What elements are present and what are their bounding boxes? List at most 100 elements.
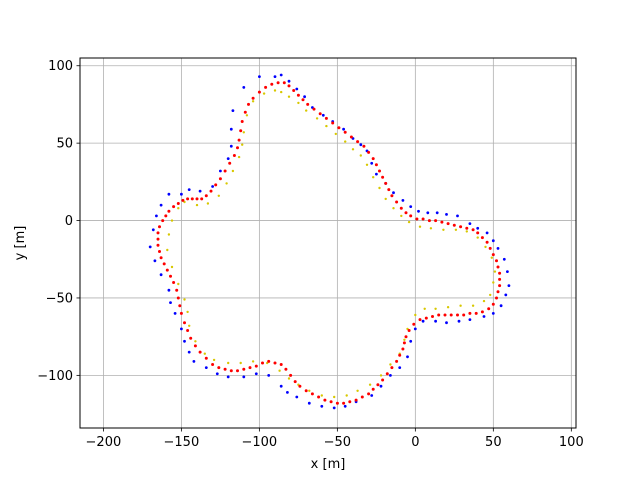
data-point bbox=[429, 227, 433, 230]
data-point bbox=[287, 95, 291, 98]
data-point bbox=[167, 288, 171, 292]
data-point bbox=[471, 228, 475, 232]
data-point bbox=[421, 319, 425, 323]
data-point bbox=[418, 225, 422, 228]
data-point bbox=[418, 318, 422, 322]
data-point bbox=[392, 191, 395, 195]
data-point bbox=[194, 340, 197, 343]
yellow-inner-points bbox=[166, 89, 497, 399]
data-point bbox=[278, 369, 281, 372]
data-point bbox=[170, 219, 174, 222]
data-point bbox=[292, 89, 296, 92]
data-point bbox=[321, 113, 325, 117]
data-point bbox=[165, 268, 169, 272]
data-point bbox=[279, 363, 283, 366]
data-point bbox=[231, 169, 235, 173]
data-point bbox=[360, 395, 364, 399]
y-tick-label: −50 bbox=[46, 291, 73, 306]
data-point bbox=[242, 131, 245, 134]
data-point bbox=[156, 237, 160, 241]
data-point bbox=[262, 92, 266, 95]
data-point bbox=[169, 301, 172, 304]
data-point bbox=[445, 213, 448, 216]
data-point bbox=[239, 361, 242, 365]
data-point bbox=[296, 93, 300, 97]
data-point bbox=[308, 389, 311, 392]
plot-area-background bbox=[80, 58, 576, 428]
data-point bbox=[289, 373, 293, 377]
data-point bbox=[402, 341, 406, 345]
data-point bbox=[424, 316, 428, 320]
data-point bbox=[491, 239, 495, 243]
data-point bbox=[324, 116, 328, 120]
data-point bbox=[365, 163, 369, 166]
data-point bbox=[344, 140, 347, 143]
data-point bbox=[241, 143, 244, 146]
data-point bbox=[204, 194, 208, 198]
data-point bbox=[415, 217, 419, 221]
data-point bbox=[167, 233, 171, 236]
data-point bbox=[435, 211, 439, 215]
data-point bbox=[183, 339, 186, 343]
data-point bbox=[390, 366, 394, 370]
data-point bbox=[218, 177, 222, 181]
data-point bbox=[367, 150, 371, 154]
data-point bbox=[179, 311, 183, 315]
data-point bbox=[485, 240, 489, 244]
data-point bbox=[401, 199, 405, 202]
data-point bbox=[295, 395, 299, 399]
data-point bbox=[317, 395, 321, 399]
x-tick-label: −150 bbox=[164, 435, 200, 450]
x-tick-label: 0 bbox=[411, 435, 419, 450]
data-point bbox=[229, 369, 233, 373]
data-point bbox=[362, 144, 366, 148]
data-point bbox=[468, 318, 472, 321]
data-point bbox=[170, 265, 174, 269]
data-point bbox=[211, 363, 215, 366]
data-point bbox=[417, 209, 420, 213]
x-tick-label: 100 bbox=[559, 435, 584, 450]
data-point bbox=[267, 359, 271, 363]
data-point bbox=[343, 404, 347, 408]
data-point bbox=[204, 366, 208, 369]
data-point bbox=[261, 361, 264, 365]
data-point bbox=[301, 98, 305, 102]
data-point bbox=[449, 313, 453, 317]
data-point bbox=[427, 219, 431, 223]
data-point bbox=[381, 175, 385, 179]
data-point bbox=[167, 192, 171, 196]
data-point bbox=[206, 202, 210, 205]
data-point bbox=[443, 313, 447, 317]
data-point bbox=[434, 319, 437, 323]
data-point bbox=[499, 304, 503, 308]
data-point bbox=[217, 194, 220, 197]
data-point bbox=[342, 401, 346, 405]
data-point bbox=[409, 205, 413, 209]
data-point bbox=[492, 281, 495, 284]
data-point bbox=[236, 369, 239, 373]
data-point bbox=[286, 391, 289, 394]
data-point bbox=[195, 203, 199, 207]
data-point bbox=[159, 273, 163, 277]
data-point bbox=[480, 236, 484, 240]
y-tick-label: 0 bbox=[65, 214, 73, 229]
data-point bbox=[148, 245, 152, 249]
x-tick-label: 50 bbox=[485, 435, 502, 450]
data-point bbox=[279, 384, 283, 388]
data-point bbox=[242, 375, 246, 379]
data-point bbox=[242, 367, 246, 371]
data-point bbox=[298, 384, 302, 388]
data-point bbox=[376, 383, 380, 387]
data-point bbox=[186, 197, 190, 201]
data-point bbox=[392, 207, 395, 210]
data-point bbox=[367, 392, 371, 396]
data-point bbox=[385, 372, 389, 376]
data-point bbox=[177, 207, 180, 210]
data-point bbox=[287, 84, 291, 88]
data-point bbox=[334, 132, 337, 136]
data-point bbox=[459, 225, 463, 229]
data-point bbox=[276, 81, 280, 85]
data-point bbox=[172, 281, 176, 284]
data-point bbox=[496, 247, 500, 250]
data-point bbox=[307, 401, 311, 405]
